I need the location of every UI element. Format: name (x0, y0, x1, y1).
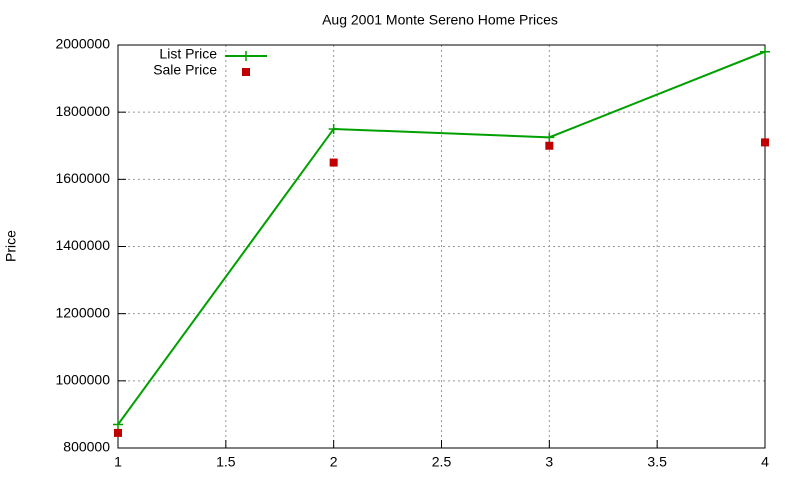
x-tick-label: 4 (761, 454, 769, 470)
legend-swatch (242, 68, 250, 76)
y-tick-label: 1000000 (55, 372, 110, 388)
y-tick-label: 1200000 (55, 304, 110, 320)
data-point (760, 46, 770, 57)
x-tick-label: 1.5 (216, 454, 236, 470)
x-tick-label: 2.5 (432, 454, 452, 470)
x-tick-label: 3.5 (647, 454, 667, 470)
series-line (117, 50, 766, 426)
y-axis-label: Price (3, 230, 19, 262)
plot-border (117, 44, 766, 449)
y-tick-label: 1800000 (55, 103, 110, 119)
chart-title: Aug 2001 Monte Sereno Home Prices (322, 12, 558, 28)
data-point (329, 158, 338, 167)
y-tick-label: 1600000 (55, 170, 110, 186)
data-point (761, 138, 769, 147)
legend-swatch (241, 51, 251, 61)
x-tick-label: 1 (114, 454, 122, 470)
data-point (114, 428, 122, 437)
legend-label: List Price (159, 46, 217, 62)
x-tick-label: 3 (545, 454, 553, 470)
data-point (113, 419, 123, 430)
data-point (545, 141, 554, 150)
y-tick-label: 2000000 (55, 36, 110, 52)
y-tick-label: 800000 (63, 439, 110, 455)
data-point (544, 132, 555, 143)
legend-label: Sale Price (153, 62, 217, 78)
x-tick-label: 2 (330, 454, 338, 470)
data-point (328, 123, 339, 134)
y-tick-label: 1400000 (55, 237, 110, 253)
